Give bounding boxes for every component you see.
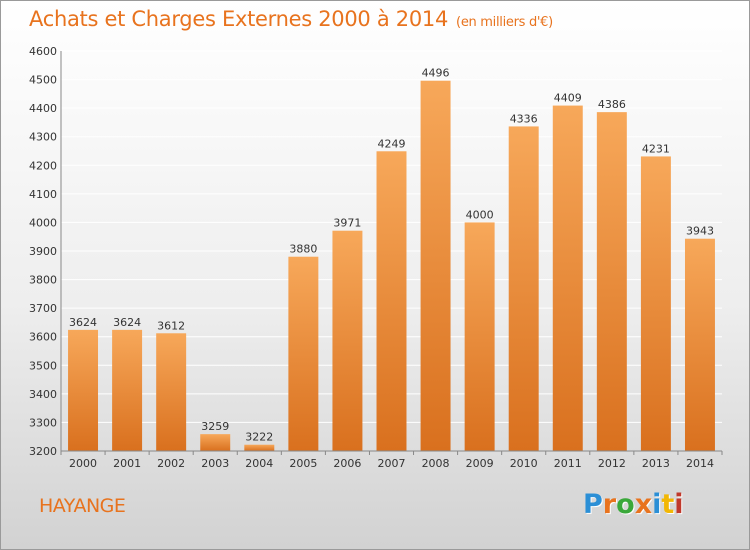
y-tick-label: 3500	[29, 359, 57, 372]
bar-2004	[244, 444, 275, 451]
axes	[60, 51, 723, 455]
y-tick-label: 4300	[29, 131, 57, 144]
data-label: 4231	[642, 142, 670, 155]
bar-2003	[200, 434, 231, 451]
y-tick-labels: 3200 3300 3400 3500 3600 3700 3800 3900 4000 4100…	[29, 45, 57, 458]
data-labels: 3624 3624 3612 3259 3222 3880 3971 4249 4496 4000…	[69, 67, 714, 444]
bar-2007	[376, 151, 407, 452]
y-tick-label: 3300	[29, 416, 57, 429]
logo-letter: o	[616, 489, 635, 520]
city-name: HAYANGE	[39, 495, 126, 517]
x-tick-label: 2003	[201, 457, 229, 470]
x-tick-label: 2010	[510, 457, 538, 470]
data-label: 3880	[289, 243, 317, 256]
bar-2002	[156, 333, 187, 451]
data-label: 4496	[422, 67, 450, 80]
y-tick-label: 4600	[29, 45, 57, 58]
proxiti-logo: Proxiti	[583, 489, 684, 520]
x-tick-label: 2014	[686, 457, 714, 470]
y-tick-label: 4100	[29, 188, 57, 201]
y-tick-label: 3400	[29, 388, 57, 401]
y-tick-label: 4200	[29, 159, 57, 172]
y-tick-label: 4400	[29, 102, 57, 115]
data-label: 3259	[201, 420, 229, 433]
y-tick-label: 3600	[29, 331, 57, 344]
bar-2013	[640, 156, 671, 451]
y-tick-label: 3200	[29, 445, 57, 458]
y-tick-label: 4500	[29, 74, 57, 87]
logo-letter: i	[674, 489, 684, 520]
y-tick-label: 4000	[29, 216, 57, 229]
data-label: 4386	[598, 98, 626, 111]
logo-letter: P	[583, 489, 603, 520]
y-tick-label: 3800	[29, 274, 57, 287]
x-tick-label: 2001	[113, 457, 141, 470]
data-label: 3624	[69, 316, 97, 329]
data-label: 4000	[466, 208, 494, 221]
bar-2005	[288, 256, 319, 451]
bar-2010	[508, 126, 539, 451]
data-label: 3943	[686, 225, 714, 238]
data-label: 4409	[554, 92, 582, 105]
data-label: 3624	[113, 316, 141, 329]
bar-2001	[112, 329, 143, 451]
logo-letter: x	[634, 489, 653, 520]
logo-letter: t	[661, 489, 675, 520]
x-tick-label: 2007	[378, 457, 406, 470]
bar-2000	[68, 329, 99, 451]
y-tick-label: 3900	[29, 245, 57, 258]
x-tick-label: 2013	[642, 457, 670, 470]
x-tick-label: 2004	[245, 457, 273, 470]
x-tick-label: 2002	[157, 457, 185, 470]
bar-2009	[464, 222, 495, 451]
data-label: 4336	[510, 112, 538, 125]
x-tick-label: 2011	[554, 457, 582, 470]
chart-title: Achats et Charges Externes 2000 à 2014 (e…	[29, 7, 553, 31]
x-tick-label: 2006	[333, 457, 361, 470]
x-tick-label: 2012	[598, 457, 626, 470]
x-tick-label: 2008	[422, 457, 450, 470]
x-tick-labels: 2000 2001 2002 2003 2004 2005 2006 2007 2008 2009…	[69, 457, 714, 470]
bar-2014	[684, 238, 715, 451]
data-label: 3222	[245, 431, 273, 444]
title-text: Achats et Charges Externes 2000 à 2014	[29, 7, 449, 31]
chart-subtitle: (en milliers d'€)	[456, 15, 553, 30]
bar-2006	[332, 230, 363, 451]
bar-2011	[552, 105, 583, 452]
y-tick-label: 3700	[29, 302, 57, 315]
bar-2012	[596, 112, 627, 452]
data-label: 3612	[157, 319, 185, 332]
x-tick-label: 2009	[466, 457, 494, 470]
logo-letter: r	[602, 489, 617, 520]
bars	[68, 80, 715, 452]
data-label: 4249	[378, 137, 406, 150]
logo-letter: i	[652, 489, 662, 520]
bar-2008	[420, 80, 451, 451]
x-tick-label: 2000	[69, 457, 97, 470]
x-tick-label: 2005	[289, 457, 317, 470]
data-label: 3971	[333, 217, 361, 230]
